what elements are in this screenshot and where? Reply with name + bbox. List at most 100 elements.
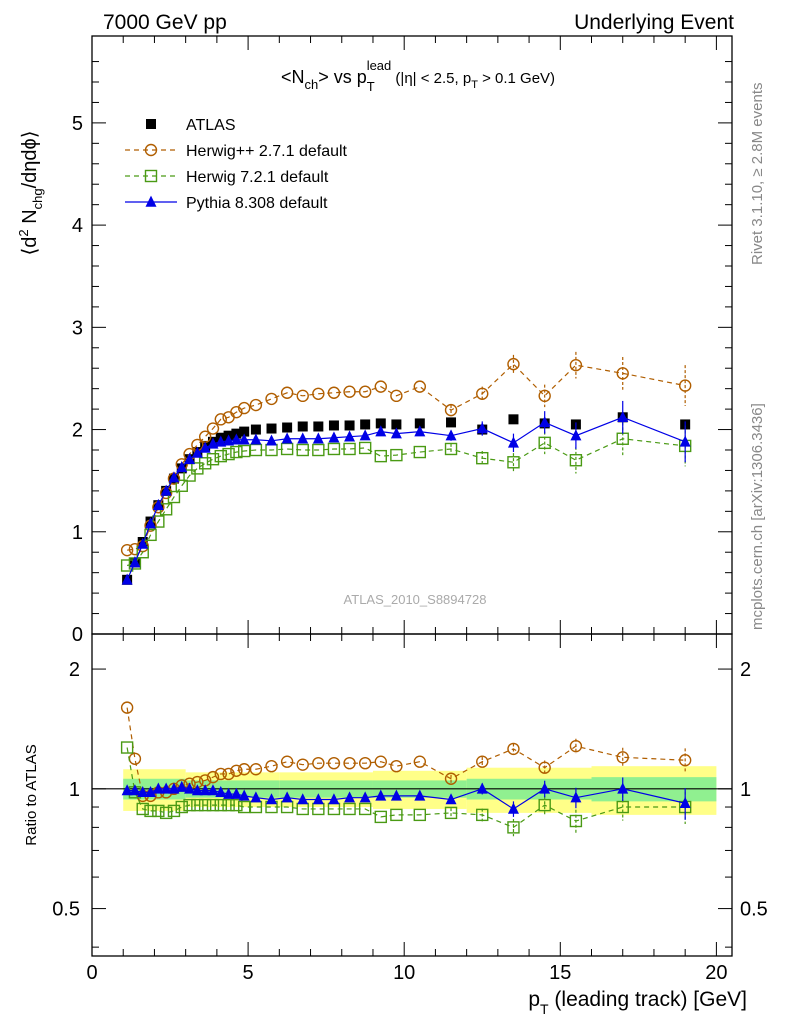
data-point [230,445,243,459]
data-point [360,419,371,430]
ratio-point [175,800,188,814]
data-point [297,421,308,432]
ratio-point [129,784,141,796]
data-point [175,479,188,492]
ratio-point [414,789,426,801]
data-point [391,419,402,430]
ratio-y-tick-label: 2 [69,659,80,681]
data-point [413,445,427,459]
data-point [678,379,692,392]
ratio-y-tick-label: 0.5 [52,899,80,921]
legend-item: Herwig++ 2.7.1 default [125,143,348,160]
rivet-version-label: Rivet 3.1.10, ≥ 2.8M events [749,83,766,266]
ratio-line [126,747,686,829]
ratio-point [312,756,325,770]
legend-label: ATLAS [186,117,236,134]
ratio-point [121,784,133,796]
data-point [160,484,172,496]
legend: ATLAS Herwig++ 2.7.1 default Herwig 7.2.1 … [125,117,348,212]
data-point [312,387,325,400]
data-point [313,421,324,432]
ratio-point [230,798,243,812]
ratio-point [358,802,372,816]
ratio-point [327,756,341,770]
x-tick-label: 20 [705,962,727,984]
data-point [206,453,220,466]
ratio-point [281,791,293,803]
ratio-point [183,798,196,812]
header-analysis-label: Underlying Event [574,11,734,34]
data-point [191,446,203,458]
x-tick-label: 15 [549,962,571,984]
ratio-point [374,810,387,824]
data-point [374,449,387,463]
main-series-layer [120,351,692,585]
ratio-point [214,798,227,812]
ratio-point [476,755,489,768]
data-point [250,424,261,435]
ratio-point [120,741,134,754]
legend-marker [144,169,158,183]
series-data [122,412,691,585]
ratio-point [539,782,551,794]
data-point [375,425,387,437]
data-point [237,401,251,415]
ratio-point [297,793,309,805]
ratio-point [160,782,172,794]
ratio-point [616,800,629,814]
data-point [237,444,251,458]
data-point [538,436,551,450]
data-point [413,380,427,393]
data-point [327,442,341,456]
ratio-y-tick-label-right: 2 [740,659,751,681]
ratio-point [390,789,402,801]
data-point [328,431,340,443]
data-point [250,433,262,445]
ratio-point [280,755,294,768]
data-point [121,573,133,585]
ratio-series-triangle [121,777,691,820]
data-point [327,386,341,399]
data-point [280,386,294,399]
ratio-point [238,789,250,801]
ratio-point [328,793,340,805]
ratio-point [390,808,403,822]
ratio-point [413,755,427,768]
ratio-point [168,782,180,794]
data-point [569,454,583,467]
data-point [507,357,520,371]
ratio-point [678,754,692,767]
data-point [282,422,293,433]
y-tick-label: 4 [72,215,83,237]
data-point [312,432,324,444]
ratio-point [120,701,134,714]
ratio-point [191,784,203,796]
series-triangle [121,400,691,585]
ratio-point [476,782,488,794]
ratio-point [616,751,629,764]
ratio-y-axis-label: Ratio to ATLAS [23,744,40,845]
ratio-point [344,791,356,803]
ratio-point [137,785,149,798]
data-point [312,443,325,457]
ratio-y-tick-label-right: 1 [740,779,751,801]
data-point [239,426,250,437]
ratio-point [191,798,204,812]
x-tick-label: 0 [86,962,97,984]
ratio-point [230,764,243,777]
data-point [214,449,227,463]
data-point [297,432,309,444]
data-point [375,418,386,429]
legend-marker [144,143,158,157]
data-point [539,416,551,428]
data-point [569,358,583,372]
data-point [476,387,489,400]
data-point [344,430,356,442]
ratio-point [507,742,520,756]
header-energy-label: 7000 GeV pp [103,11,227,34]
legend-item: Herwig 7.2.1 default [125,169,329,186]
data-point [222,447,235,461]
series-line [127,363,686,551]
data-point [230,405,243,419]
